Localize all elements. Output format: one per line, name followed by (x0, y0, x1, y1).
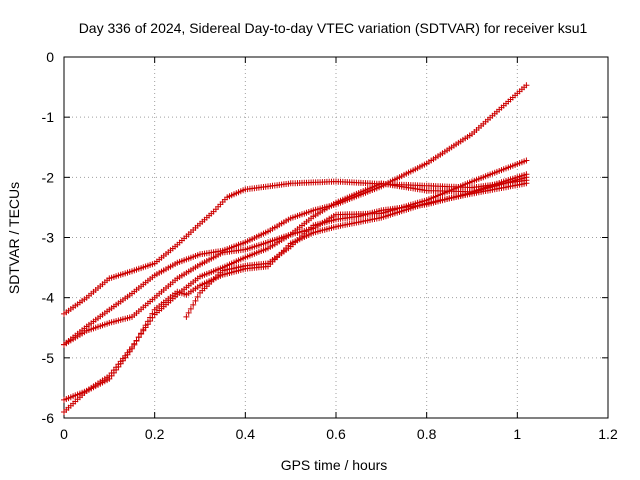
grid-lines (64, 57, 608, 418)
series-1 (61, 177, 530, 317)
y-tick-label: -1 (42, 109, 55, 125)
y-tick-label: -3 (42, 230, 55, 246)
chart-title: Day 336 of 2024, Sidereal Day-to-day VTE… (79, 20, 588, 36)
data-points (61, 82, 530, 415)
series-6 (183, 174, 530, 320)
axis-ticks: 0 0.2 0.4 0.6 0.8 1 1.2 -6 -5 -4 -3 -2 -1 0 (42, 49, 618, 442)
x-tick-label: 0.6 (326, 426, 346, 442)
x-tick-label: 1 (513, 426, 521, 442)
y-axis-label: SDTVAR / TECUs (6, 182, 22, 294)
series-2 (61, 82, 530, 348)
x-tick-label: 1.2 (598, 426, 618, 442)
y-tick-label: -5 (42, 350, 55, 366)
x-tick-label: 0 (60, 426, 68, 442)
x-tick-label: 0.2 (145, 426, 165, 442)
y-tick-label: -4 (42, 290, 55, 306)
y-tick-label: 0 (46, 49, 54, 65)
y-tick-label: -6 (42, 410, 55, 426)
series-2-points (61, 82, 530, 348)
series-6-points (183, 174, 530, 320)
series-1-points (61, 177, 530, 317)
x-tick-label: 0.8 (417, 426, 437, 442)
x-tick-label: 0.4 (236, 426, 256, 442)
x-axis-label: GPS time / hours (281, 457, 388, 473)
y-tick-label: -2 (42, 169, 55, 185)
series-4-points (61, 171, 530, 403)
series-4 (61, 171, 530, 403)
